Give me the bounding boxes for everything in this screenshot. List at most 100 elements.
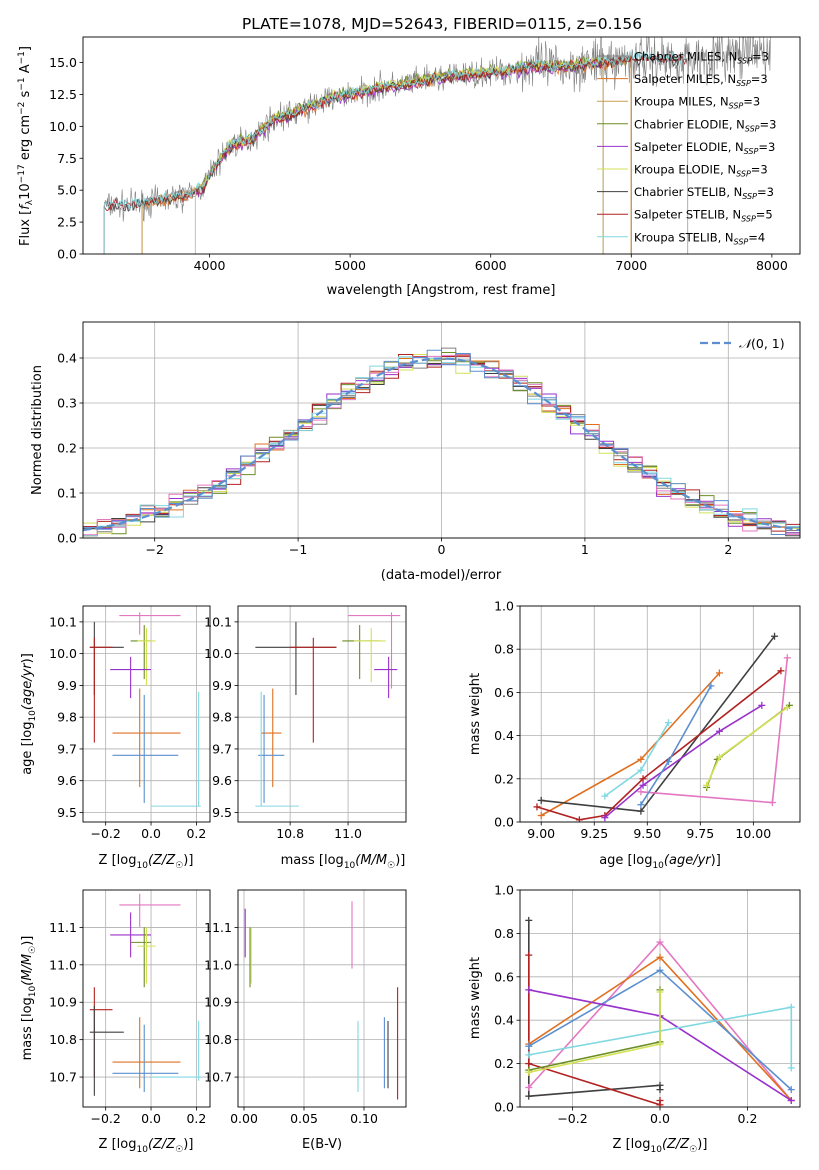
data-point: [137, 927, 156, 984]
y-tick-label: 0.0: [494, 1100, 514, 1115]
y-tick-label: 0.2: [494, 1056, 514, 1071]
x-tick-label: 7000: [615, 258, 647, 273]
label-part: )]: [711, 853, 721, 868]
label-part: SSP: [737, 57, 752, 66]
label-part: SSP: [742, 192, 757, 201]
x-tick-label: 4000: [194, 258, 226, 273]
y-tick-label: 0.6: [494, 685, 514, 700]
plus-marker: [525, 1083, 533, 1091]
x-tick-label: 9.00: [527, 826, 555, 841]
y-tick-label: 11.0: [204, 957, 232, 972]
panel-weight-vs-age: 9.00 9.25 9.50 9.75 10.00 0.0 0.2 0.4 0.6 0.8 1.0 a…: [468, 599, 801, 871]
y-tick-label: 9.7: [57, 741, 77, 756]
label-part: Salpeter STELIB, N: [634, 208, 741, 222]
plus-marker: [783, 704, 791, 712]
plot-area: [533, 632, 793, 822]
x-tick-label: 9.50: [633, 826, 661, 841]
plus-marker: [715, 753, 723, 761]
plus-marker: [537, 812, 545, 820]
plus-marker: [715, 727, 723, 735]
plus-marker: [525, 1051, 533, 1059]
plus-marker: [656, 953, 664, 961]
plot-area: [89, 893, 201, 1096]
x-tick-label: 10.8: [276, 826, 304, 841]
plus-marker: [525, 1042, 533, 1050]
weight-line: [705, 704, 790, 788]
legend-label: Salpeter MILES, NSSP=3: [634, 72, 768, 88]
label-part: ☉: [689, 1145, 697, 1155]
x-tick-label: 0.2: [738, 1111, 758, 1126]
x-tick-label: 1: [581, 542, 589, 557]
label-part: )]: [20, 653, 35, 663]
y-tick-label: 0.6: [494, 969, 514, 984]
y-tick-label: 10.7: [204, 1070, 232, 1085]
legend-label: Kroupa MILES, NSSP=3: [634, 95, 760, 111]
plus-marker: [787, 1003, 795, 1011]
x-tick-label: 2: [724, 542, 732, 557]
label-part: ]: [18, 46, 33, 51]
y-axis-label: mass [log10(M/M☉)]: [20, 936, 38, 1061]
label-part: SSP: [745, 124, 760, 133]
label-part: ☉: [175, 1145, 183, 1155]
panel-age-vs-mass: 10.8 11.0 9.5 9.6 9.7 9.8 9.9 10.0 10.1 mass [log…: [204, 605, 407, 871]
label-part: SSP: [741, 215, 756, 224]
plus-marker: [639, 781, 647, 789]
x-tick-label: 9.75: [686, 826, 714, 841]
y-tick-label: 10.8: [204, 1032, 232, 1047]
plus-marker: [525, 1092, 533, 1100]
label-part: 10: [136, 1145, 148, 1155]
data-point: [110, 912, 152, 958]
plot-area: [244, 901, 399, 1100]
label-part: =3: [751, 163, 768, 177]
plus-marker: [758, 701, 766, 709]
plus-marker: [637, 766, 645, 774]
label-part: 10: [18, 183, 33, 200]
x-tick-label: 0.0: [141, 826, 161, 841]
data-point: [255, 621, 337, 695]
label-part: Chabrier STELIB, N: [634, 185, 742, 199]
y-tick-label: 9.7: [212, 741, 232, 756]
plus-marker: [525, 1068, 533, 1076]
legend-label: Chabrier STELIB, NSSP=3: [634, 185, 774, 201]
label-part: Z [log: [613, 1137, 651, 1152]
axes-frame: [237, 605, 407, 823]
plus-marker: [656, 1040, 664, 1048]
data-point: [151, 691, 201, 807]
panel-residuals: −2 −1 0 1 2 0.0 0.1 0.2 0.3 0.4 𝒩(0, 1) (data-model…: [30, 321, 801, 583]
legend-label: Salpeter STELIB, NSSP=5: [634, 208, 773, 224]
plus-marker: [656, 966, 664, 974]
label-part: age [log: [599, 853, 652, 868]
model-line: [141, 56, 632, 210]
model-line: [103, 51, 688, 212]
label-part: (0, 1): [751, 336, 785, 351]
label-part: (Z/Z: [148, 1137, 176, 1152]
plot-area: [525, 916, 795, 1107]
plus-marker: [525, 986, 533, 994]
label-part: 10: [28, 710, 38, 722]
plus-marker: [637, 801, 645, 809]
label-part: (age/yr: [20, 662, 35, 710]
panel-weight-vs-Z: −0.2 0.0 0.2 0.0 0.2 0.4 0.6 0.8 1.0 Z [log10(Z/Z…: [468, 883, 801, 1155]
weight-line: [528, 955, 661, 1106]
x-tick-label: 0.10: [350, 1111, 378, 1126]
label-part: =3: [743, 95, 760, 109]
label-part: 10: [28, 985, 38, 997]
y-tick-label: 0.4: [494, 728, 514, 743]
legend-label: Salpeter ELODIE, NSSP=3: [634, 140, 775, 156]
x-tick-label: 5000: [334, 258, 366, 273]
normal-curve-line: [83, 357, 800, 532]
plus-marker: [637, 807, 645, 815]
y-tick-label: 9.5: [212, 805, 232, 820]
gridlines: [238, 606, 406, 822]
label-part: Kroupa STELIB, N: [634, 230, 734, 244]
label-part: Salpeter MILES, N: [634, 72, 736, 86]
plus-marker: [783, 654, 791, 662]
legend-label: Chabrier ELODIE, NSSP=3: [634, 117, 776, 133]
label-part: =3: [757, 185, 774, 199]
y-tick-label: 10.1: [204, 614, 232, 629]
axes-frame: [519, 605, 801, 823]
gridlines: [520, 605, 800, 823]
data-point: [353, 628, 386, 683]
label-part: 10: [652, 861, 664, 871]
model-line: [195, 55, 604, 190]
